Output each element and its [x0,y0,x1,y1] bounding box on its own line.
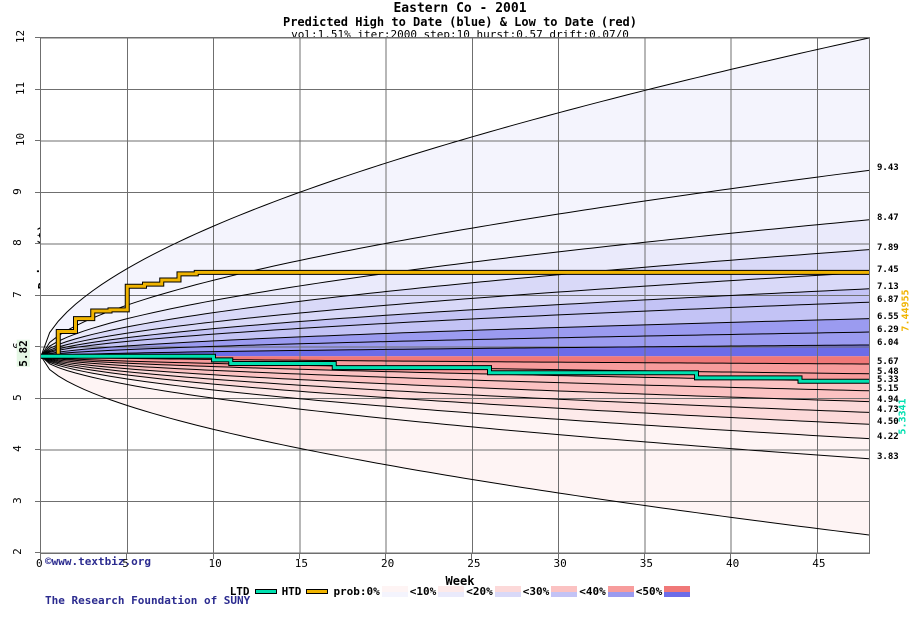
title-block: Eastern Co - 2001 Predicted High to Date… [0,0,920,41]
right-label-8.47: 8.47 [877,212,899,223]
chart-page: Eastern Co - 2001 Predicted High to Date… [0,0,920,608]
legend-htd-swatch [306,589,329,594]
y-tick-12: 12 [14,29,28,44]
x-tick-mark [40,554,41,559]
legend-ltd-label: LTD [229,585,250,598]
legend-band-1: <10% [409,585,466,598]
x-tick-mark [643,554,645,559]
ltd-final-label: 5.3341 [897,398,909,435]
start-price-marker: 5.82 [16,340,30,368]
right-label-5.15: 5.15 [877,383,899,394]
legend-htd: HTD [281,585,333,598]
chart-svg [41,38,869,553]
x-tick-mark [730,554,731,559]
legend-band-4-swatch [607,586,634,597]
x-tick-15: 15 [294,557,308,570]
legend-band-4-label: <40% [579,585,606,598]
y-tick-10: 10 [14,132,28,147]
legend-band-3-swatch [551,586,578,597]
right-label-6.87: 6.87 [877,295,899,306]
x-tick-mark [298,554,300,559]
y-tick-mark [35,140,40,141]
y-tick-mark [35,552,40,553]
right-label-7.45: 7.45 [877,265,899,276]
x-tick-mark [385,554,386,559]
right-label-6.29: 6.29 [877,325,899,336]
y-tick-mark [35,346,40,347]
y-tick-mark [35,191,40,193]
right-label-6.55: 6.55 [877,311,899,322]
x-axis-label: Week [445,574,475,588]
legend-band-2-label: <20% [466,585,493,598]
y-tick-mark [35,37,40,38]
x-tick-mark [471,554,473,559]
legend-htd-label: HTD [281,585,302,598]
right-label-4.50: 4.50 [877,417,899,428]
plot-area [40,37,870,554]
y-tick-7: 7 [10,290,24,298]
x-tick-30: 30 [553,557,567,570]
legend-band-4: <40% [578,585,635,598]
chart-legend: LTD HTD prob:0% <10% <20% <30% <40% <50% [0,585,920,598]
x-tick-40: 40 [726,557,740,570]
x-tick-45: 45 [812,557,826,570]
legend-band-2: <20% [465,585,522,598]
x-tick-mark [212,554,214,559]
chart-title: Eastern Co - 2001 [393,1,527,16]
y-tick-5: 5 [10,393,24,401]
y-tick-2: 2 [10,548,24,555]
right-label-7.13: 7.13 [877,281,899,292]
right-label-5.33: 5.33 [877,374,899,385]
right-label-3.83: 3.83 [877,451,899,462]
y-tick-9: 9 [10,187,24,195]
right-label-9.43: 9.43 [877,163,899,174]
x-tick-25: 25 [467,557,481,570]
right-label-5.48: 5.48 [877,366,899,377]
legend-band-5: <50% [635,585,692,598]
y-tick-mark [35,500,40,502]
right-label-4.22: 4.22 [877,431,899,442]
chart-subtitle: Predicted High to Date (blue) & Low to D… [282,15,637,29]
htd-final-label: 7.44955 [900,289,912,332]
x-tick-mark [557,554,559,559]
y-tick-3: 3 [10,496,24,504]
right-label-4.94: 4.94 [877,394,899,405]
y-tick-4: 4 [10,445,24,452]
x-tick-35: 35 [639,557,653,570]
legend-band-0-swatch [381,586,408,597]
x-tick-10: 10 [208,557,222,570]
x-tick-mark [126,554,128,559]
legend-band-3: <30% [522,585,579,598]
legend-band-1-label: <10% [409,585,437,598]
legend-band-5-swatch [664,586,691,597]
y-tick-mark [35,243,40,244]
x-tick-20: 20 [381,557,395,570]
y-tick-mark [35,449,40,450]
y-tick-8: 8 [10,239,24,246]
x-tick-mark [816,554,818,559]
x-tick-0: 0 [36,557,43,570]
legend-band-5-label: <50% [635,585,663,598]
legend-ltd: LTD [229,585,281,598]
y-tick-mark [35,88,40,90]
y-tick-11: 11 [14,81,28,95]
credit-line-1: ©www.textbiz.org [45,555,151,568]
right-label-6.04: 6.04 [877,337,899,348]
legend-band-0-label: prob:0% [333,585,380,598]
legend-band-0: prob:0% [332,585,408,598]
legend-band-1-swatch [438,586,465,597]
credit-block: ©www.textbiz.org The Research Foundation… [45,529,250,633]
y-tick-mark [35,397,40,399]
y-tick-mark [35,294,40,296]
right-label-5.67: 5.67 [877,356,899,367]
x-tick-5: 5 [122,557,129,570]
legend-band-3-label: <30% [522,585,550,598]
legend-band-2-swatch [494,586,521,597]
right-label-4.73: 4.73 [877,405,899,416]
right-label-7.89: 7.89 [877,242,899,253]
legend-ltd-swatch [254,589,277,594]
